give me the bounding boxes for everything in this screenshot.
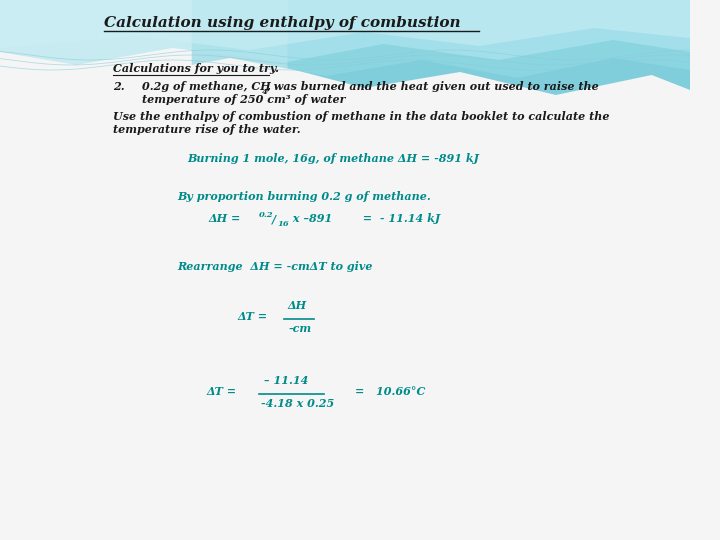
Text: ΔH =: ΔH = <box>209 213 249 224</box>
Text: , was burned and the heat given out used to raise the: , was burned and the heat given out used… <box>266 81 599 92</box>
Text: Rearrange  ΔH = -cmΔT to give: Rearrange ΔH = -cmΔT to give <box>177 261 373 272</box>
Text: By proportion burning 0.2 g of methane.: By proportion burning 0.2 g of methane. <box>177 191 431 202</box>
Text: 0.2: 0.2 <box>258 211 274 219</box>
Polygon shape <box>0 0 690 50</box>
Text: 2.: 2. <box>113 81 125 92</box>
Text: -4.18 x 0.25: -4.18 x 0.25 <box>261 398 334 409</box>
Text: Calculations for you to try.: Calculations for you to try. <box>113 63 279 74</box>
Text: ΔT =: ΔT = <box>206 386 236 397</box>
Text: – 11.14: – 11.14 <box>264 375 308 386</box>
Text: =   10.66°C: = 10.66°C <box>355 386 425 397</box>
Text: Calculation using enthalpy of combustion: Calculation using enthalpy of combustion <box>104 16 460 30</box>
Text: ΔT =: ΔT = <box>238 311 276 322</box>
Text: -cm: -cm <box>289 323 312 334</box>
Polygon shape <box>287 0 690 95</box>
Text: temperature of 250 cm³ of water: temperature of 250 cm³ of water <box>142 94 346 105</box>
Text: /: / <box>272 213 276 224</box>
Text: ΔH: ΔH <box>287 300 307 311</box>
Polygon shape <box>0 0 690 65</box>
Text: Burning 1 mole, 16g, of methane ΔH = -891 kJ: Burning 1 mole, 16g, of methane ΔH = -89… <box>187 153 479 164</box>
Text: =  - 11.14 kJ: = - 11.14 kJ <box>355 213 440 224</box>
Text: x –891: x –891 <box>289 213 333 224</box>
Polygon shape <box>192 0 690 78</box>
Text: temperature rise of the water.: temperature rise of the water. <box>113 124 301 135</box>
Text: 16: 16 <box>278 220 289 228</box>
Text: 4: 4 <box>261 88 268 96</box>
Text: 0.2g of methane, CH: 0.2g of methane, CH <box>142 81 271 92</box>
Text: Use the enthalpy of combustion of methane in the data booklet to calculate the: Use the enthalpy of combustion of methan… <box>113 111 610 122</box>
